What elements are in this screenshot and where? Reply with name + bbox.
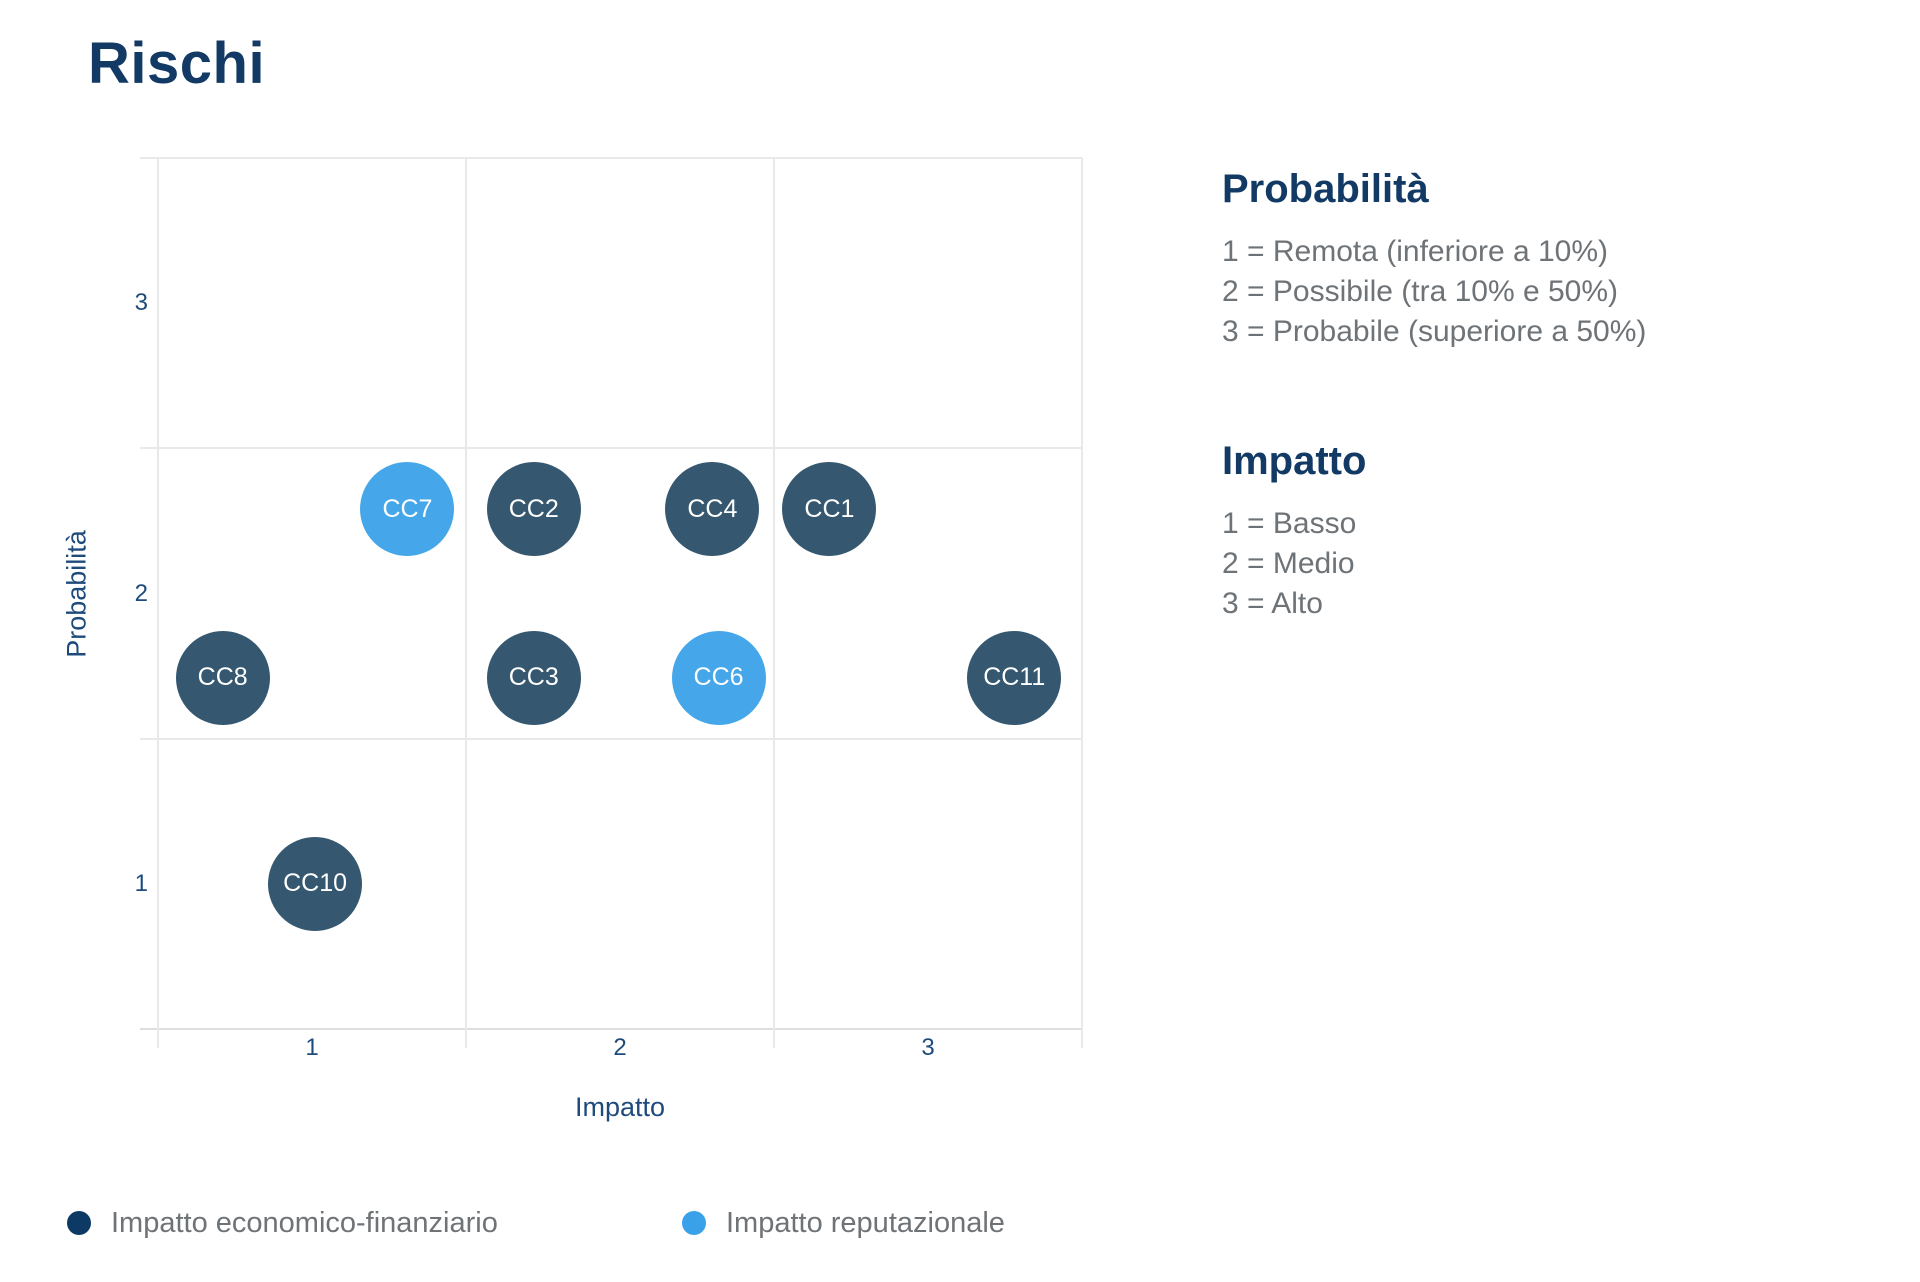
risk-bubble-label: CC8 (197, 663, 248, 692)
grid-line-v (157, 158, 159, 1048)
legend-dot-icon (67, 1211, 91, 1235)
risk-bubble-label: CC3 (508, 663, 559, 692)
impact-heading: Impatto (1222, 439, 1367, 483)
risk-bubble-cc3[interactable]: CC3 (486, 630, 581, 725)
risk-bubble-label: CC10 (283, 869, 348, 898)
risk-bubble-label: CC2 (508, 494, 559, 523)
risk-bubble-cc4[interactable]: CC4 (665, 462, 760, 557)
probability-heading: Probabilità (1222, 167, 1429, 211)
scale-line: 1 = Basso (1222, 507, 1357, 540)
grid-line-h (140, 447, 1082, 450)
scale-line: 2 = Possibile (tra 10% e 50%) (1222, 275, 1619, 308)
grid-line-h (140, 157, 1082, 159)
y-tick-label: 3 (134, 289, 148, 317)
y-axis-title: Probabilità (61, 530, 92, 658)
x-tick-label: 1 (305, 1034, 319, 1061)
side-panel: Probabilità 1 = Remota (inferiore a 10%)… (1222, 166, 1862, 624)
grid-line-v (465, 158, 467, 1048)
probability-scale-lines: 1 = Remota (inferiore a 10%) 2 = Possibil… (1222, 232, 1862, 352)
y-tick-label: 2 (134, 579, 148, 607)
grid-line-v (773, 158, 775, 1048)
page-title: Rischi (88, 31, 266, 96)
impact-scale-section: Impatto 1 = Basso 2 = Medio 3 = Alto (1222, 438, 1862, 624)
risk-bubble-label: CC11 (983, 663, 1046, 692)
scale-line: 3 = Probabile (superiore a 50%) (1222, 315, 1647, 348)
scale-line: 1 = Remota (inferiore a 10%) (1222, 235, 1609, 268)
risk-bubble-label: CC4 (687, 494, 738, 523)
grid-line-h (140, 737, 1082, 740)
risk-bubble-cc2[interactable]: CC2 (486, 462, 581, 557)
scale-line: 3 = Alto (1222, 587, 1323, 620)
risk-bubble-cc7[interactable]: CC7 (360, 462, 455, 557)
risk-bubble-cc11[interactable]: CC11 (967, 630, 1062, 725)
grid-line-v (1081, 158, 1083, 1048)
x-tick-label: 3 (921, 1034, 935, 1061)
scale-line: 2 = Medio (1222, 547, 1355, 580)
x-tick-label: 2 (613, 1034, 627, 1061)
risk-bubble-cc10[interactable]: CC10 (268, 836, 363, 931)
legend-item-economico[interactable]: Impatto economico-finanziario (67, 1201, 498, 1245)
risk-bubble-label: CC7 (382, 494, 433, 523)
legend-label: Impatto economico-finanziario (111, 1206, 498, 1239)
risk-bubble-label: CC1 (804, 494, 855, 523)
risk-bubble-label: CC6 (693, 663, 744, 692)
risk-bubble-cc6[interactable]: CC6 (671, 630, 766, 725)
legend-dot-icon (682, 1211, 706, 1235)
risk-bubble-cc1[interactable]: CC1 (782, 462, 877, 557)
x-axis-title: Impatto (574, 1092, 666, 1122)
y-tick-label: 1 (134, 869, 148, 897)
legend-item-reputazionale[interactable]: Impatto reputazionale (682, 1201, 1005, 1245)
legend-label: Impatto reputazionale (726, 1206, 1005, 1239)
grid-line-h (140, 1028, 1082, 1030)
probability-scale-section: Probabilità 1 = Remota (inferiore a 10%)… (1222, 166, 1862, 352)
risk-bubble-cc8[interactable]: CC8 (175, 630, 270, 725)
impact-scale-lines: 1 = Basso 2 = Medio 3 = Alto (1222, 504, 1862, 624)
